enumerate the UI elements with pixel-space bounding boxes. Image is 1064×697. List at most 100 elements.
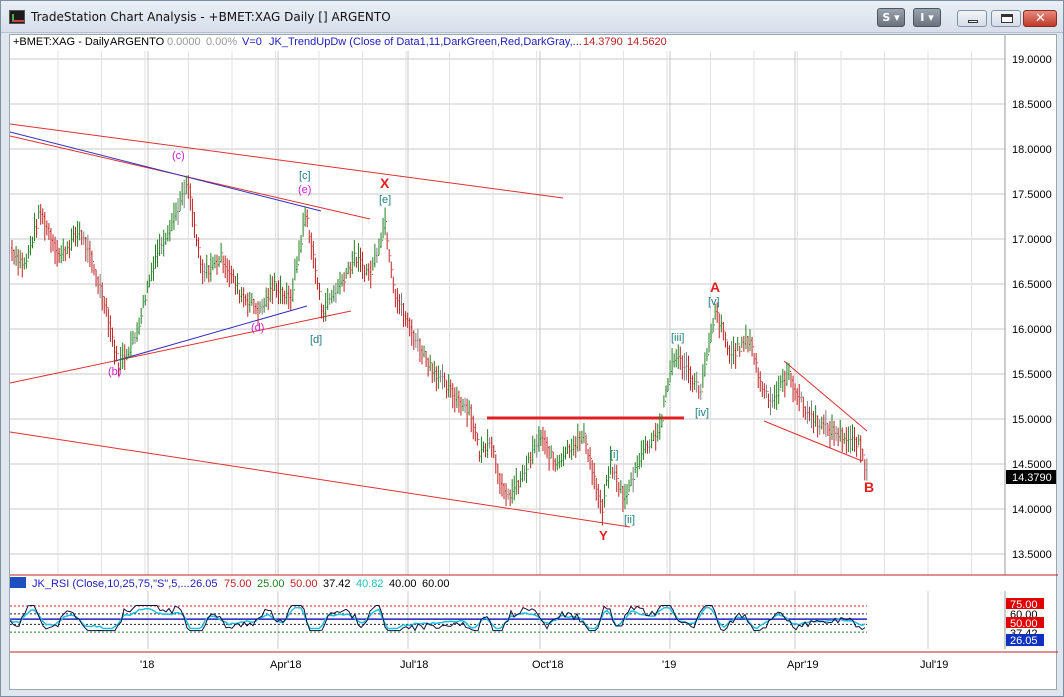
rsi-axis-labels: 75.00 60.00 50.00 37.42 26.05 <box>1006 598 1044 647</box>
close-button[interactable]: ✕ <box>1023 10 1057 27</box>
rsi-value-7: 40.00 <box>389 578 417 590</box>
trendline-falling-wedge-bottom <box>763 420 863 462</box>
last-price-label: 14.3790 <box>1012 472 1052 484</box>
rsi-value-3: 25.00 <box>257 578 285 590</box>
close-icon: ✕ <box>1035 11 1046 26</box>
wave-label-i-bracket: [i] <box>610 449 619 461</box>
trendline-blue-upper <box>10 131 322 212</box>
trendline-lower-wedge <box>10 310 352 384</box>
chart-header: +BMET:XAG - Daily ARGENTO 0.0000 0.00% V… <box>13 36 667 48</box>
rsi-main-line <box>10 605 866 632</box>
wave-label-x: X <box>380 175 390 191</box>
chart-area[interactable]: (c) (e) [c] X [e] (d) [d] (b) [i] [ii] Y… <box>9 34 1058 691</box>
wave-label-e-minor: (e) <box>298 184 311 196</box>
minimize-button[interactable] <box>957 10 987 27</box>
maximize-button[interactable] <box>991 10 1021 27</box>
wave-label-e-bracket: [e] <box>379 194 391 206</box>
trendline-blue-lower <box>114 305 308 362</box>
rsi-value-6: 40.82 <box>356 578 384 590</box>
s-button-label: S <box>882 11 891 24</box>
time-tick-label: Apr'19 <box>787 659 818 671</box>
last-price-box <box>1006 470 1056 484</box>
rsi-axis-box-50 <box>1006 617 1044 629</box>
rsi-value-1: 26.05 <box>190 578 218 590</box>
wave-label-iii-bracket: [iii] <box>671 332 684 344</box>
trendline-lower-channel <box>10 431 631 528</box>
price-axis-ticks: 19.0000 18.5000 18.0000 17.5000 17.0000 16.50… <box>1012 54 1052 561</box>
symbol-description: ARGENTO <box>110 36 165 48</box>
price-tick-label: 19.0000 <box>1012 54 1052 66</box>
change-value: 0.0000 <box>167 36 201 48</box>
change-pct: 0.00% <box>206 36 237 48</box>
wave-label-v-bracket: [v] <box>708 296 720 308</box>
wave-label-ii-bracket: [ii] <box>624 514 635 526</box>
rsi-signal-line <box>10 606 866 630</box>
i-menu-button[interactable]: I ▾ <box>913 8 941 27</box>
maximize-icon <box>1001 14 1013 23</box>
s-menu-button[interactable]: S ▾ <box>877 8 905 27</box>
rsi-value-8: 60.00 <box>422 578 450 590</box>
price-tick-label: 15.0000 <box>1012 414 1052 426</box>
title-bar[interactable]: TradeStation Chart Analysis - +BMET:XAG … <box>1 1 1063 33</box>
wave-label-y: Y <box>599 528 608 543</box>
rsi-value-5: 37.42 <box>323 578 351 590</box>
price-tick-label: 14.0000 <box>1012 504 1052 516</box>
blue-trendlines <box>10 131 322 362</box>
time-tick-label: '19 <box>662 659 676 671</box>
price-bars <box>11 175 868 526</box>
rsi-pane: JK_RSI (Close,10,25,75,"S",5,... 26.05 7… <box>10 577 1044 649</box>
wave-label-d-bracket: [d] <box>310 334 322 346</box>
indicator-value-1: 14.3790 <box>583 36 623 48</box>
price-tick-label: 17.5000 <box>1012 189 1052 201</box>
price-tick-label: 17.0000 <box>1012 234 1052 246</box>
rsi-axis-label-75: 75.00 <box>1010 599 1038 611</box>
volume-value: V=0 <box>242 36 262 48</box>
time-axis-ticks: '18 Apr'18 Jul'18 Oct'18 '19 Apr'19 Jul'19 <box>140 659 948 671</box>
wave-label-b-minor: (b) <box>108 366 121 378</box>
price-axis: 19.0000 18.5000 18.0000 17.5000 17.0000 16.50… <box>1004 35 1056 575</box>
price-tick-label: 13.5000 <box>1012 549 1052 561</box>
wave-label-b: B <box>864 479 874 495</box>
rsi-axis-box-60 <box>1006 609 1044 619</box>
trendline-falling-wedge-top <box>783 360 868 432</box>
wave-label-c-bracket: [c] <box>299 170 311 182</box>
time-tick-label: Apr'18 <box>270 659 301 671</box>
rsi-pane-icon <box>10 577 26 588</box>
rsi-value-4: 50.00 <box>290 578 318 590</box>
rsi-axis-label-50: 50.00 <box>1010 618 1038 630</box>
rsi-axis-label-26: 26.05 <box>1010 635 1038 647</box>
indicator-value-2: 14.5620 <box>627 36 667 48</box>
chart-svg[interactable]: (c) (e) [c] X [e] (d) [d] (b) [i] [ii] Y… <box>10 35 1058 691</box>
time-tick-label: Jul'19 <box>920 659 948 671</box>
rsi-value-2: 75.00 <box>224 578 252 590</box>
wave-label-a: A <box>710 279 720 295</box>
price-tick-label: 18.5000 <box>1012 99 1052 111</box>
wave-label-iv-bracket: [iv] <box>695 407 709 419</box>
rsi-plot <box>10 605 867 633</box>
rsi-axis-box-75 <box>1006 598 1044 610</box>
time-tick-label: Jul'18 <box>400 659 428 671</box>
time-axis: '18 Apr'18 Jul'18 Oct'18 '19 Apr'19 Jul'19 <box>10 651 1058 671</box>
i-button-label: I <box>920 11 925 24</box>
time-tick-label: '18 <box>140 659 154 671</box>
rsi-axis-box-37 <box>1006 628 1044 638</box>
price-tick-label: 15.5000 <box>1012 369 1052 381</box>
time-tick-label: Oct'18 <box>532 659 563 671</box>
price-tick-label: 16.5000 <box>1012 279 1052 291</box>
symbol-label: +BMET:XAG - Daily <box>13 36 110 48</box>
tradestation-app-icon <box>9 10 25 24</box>
price-tick-label: 16.0000 <box>1012 324 1052 336</box>
wave-labels: (c) (e) [c] X [e] (d) [d] (b) [i] [ii] Y… <box>108 150 874 543</box>
wave-label-c-minor: (c) <box>172 150 185 162</box>
indicator-name: JK_TrendUpDw (Close of Data1,11,DarkGree… <box>269 36 582 48</box>
trendlines <box>10 123 868 528</box>
price-tick-label: 18.0000 <box>1012 144 1052 156</box>
trendline-upper-long <box>10 123 564 199</box>
window-title: TradeStation Chart Analysis - +BMET:XAG … <box>31 10 391 24</box>
price-tick-label: 14.5000 <box>1012 459 1052 471</box>
wave-label-d-minor: (d) <box>251 322 264 334</box>
minimize-icon <box>968 20 978 23</box>
rsi-axis-box-26 <box>1006 634 1044 646</box>
rsi-title: JK_RSI (Close,10,25,75,"S",5,... <box>32 578 190 590</box>
